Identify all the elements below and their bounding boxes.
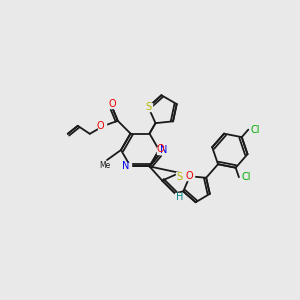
Text: O: O <box>157 145 164 154</box>
Bar <box>109 101 116 108</box>
Text: Cl: Cl <box>241 172 250 182</box>
Text: O: O <box>97 121 105 131</box>
Bar <box>98 122 106 129</box>
Text: S: S <box>176 172 183 182</box>
Text: O: O <box>109 99 117 109</box>
Text: N: N <box>122 161 129 172</box>
Bar <box>157 147 164 154</box>
Bar <box>159 146 165 154</box>
Text: H: H <box>176 192 184 202</box>
Bar <box>176 193 182 200</box>
Text: Me: Me <box>99 160 111 169</box>
Text: N: N <box>160 145 168 155</box>
Bar <box>186 173 194 180</box>
Bar <box>124 163 130 170</box>
Text: Cl: Cl <box>250 124 260 135</box>
Bar <box>144 103 152 111</box>
Text: S: S <box>145 102 152 112</box>
Bar <box>176 172 183 179</box>
Text: O: O <box>186 171 194 181</box>
